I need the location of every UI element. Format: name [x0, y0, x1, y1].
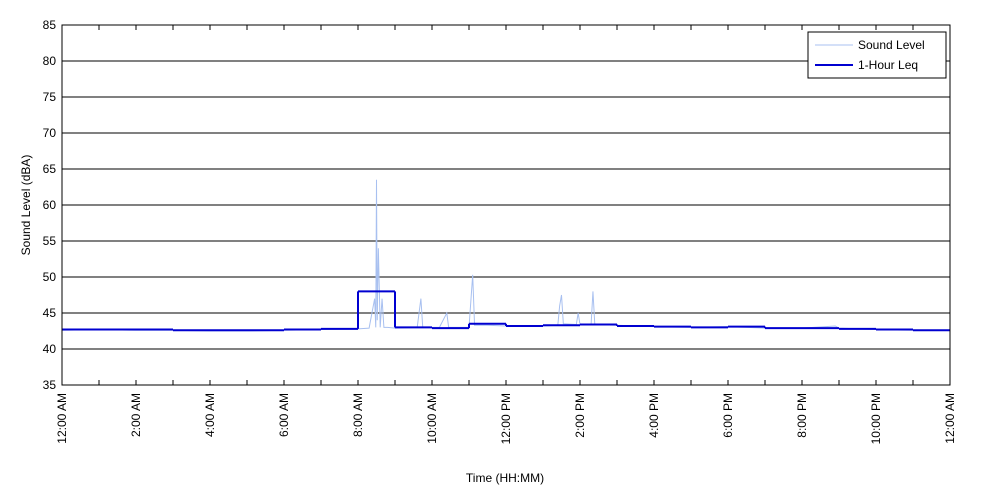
x-tick-label: 10:00 AM — [425, 393, 439, 444]
y-tick-label: 35 — [43, 378, 57, 392]
y-tick-label: 50 — [43, 270, 57, 284]
x-tick-label: 4:00 AM — [203, 393, 217, 437]
x-tick-label: 12:00 AM — [55, 393, 69, 444]
x-tick-label: 8:00 AM — [351, 393, 365, 437]
legend-label: Sound Level — [858, 38, 925, 52]
x-tick-label: 2:00 PM — [573, 393, 587, 438]
y-axis-label: Sound Level (dBA) — [19, 155, 33, 256]
y-tick-label: 45 — [43, 306, 57, 320]
y-tick-label: 70 — [43, 126, 57, 140]
x-tick-label: 6:00 AM — [277, 393, 291, 437]
legend-label: 1-Hour Leq — [858, 58, 918, 72]
x-tick-label: 12:00 AM — [943, 393, 957, 444]
y-tick-label: 75 — [43, 90, 57, 104]
y-tick-label: 85 — [43, 18, 57, 32]
x-axis-label: Time (HH:MM) — [466, 471, 544, 485]
x-tick-label: 8:00 PM — [795, 393, 809, 438]
x-tick-label: 12:00 PM — [499, 393, 513, 444]
y-tick-label: 80 — [43, 54, 57, 68]
plot-frame — [61, 24, 951, 386]
y-tick-label: 60 — [43, 198, 57, 212]
y-tick-label: 65 — [43, 162, 57, 176]
x-tick-label: 10:00 PM — [869, 393, 883, 444]
x-tick-label: 4:00 PM — [647, 393, 661, 438]
x-tick-label: 6:00 PM — [721, 393, 735, 438]
y-tick-label: 55 — [43, 234, 57, 248]
y-tick-label: 40 — [43, 342, 57, 356]
legend-box — [807, 31, 947, 79]
x-tick-label: 2:00 AM — [129, 393, 143, 437]
